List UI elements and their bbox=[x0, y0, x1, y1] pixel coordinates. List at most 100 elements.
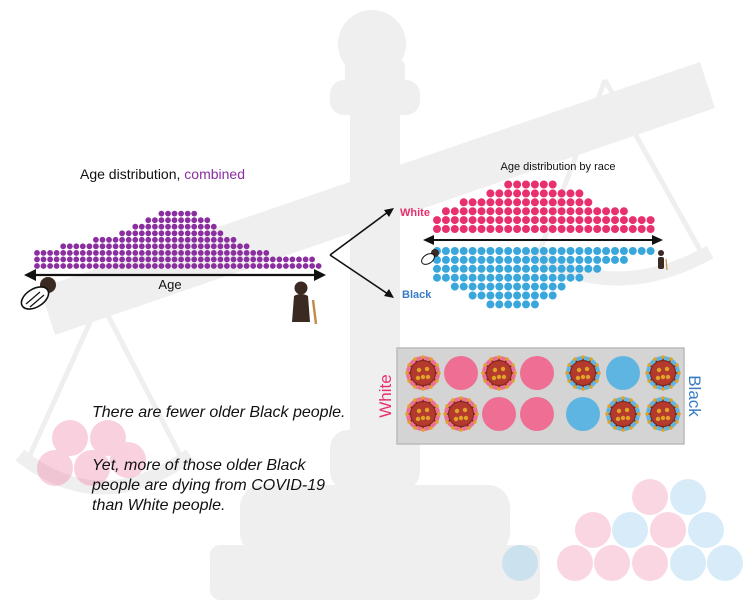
virus-icon bbox=[481, 355, 517, 391]
white-dot bbox=[557, 198, 566, 207]
white-dot bbox=[539, 180, 548, 189]
black-dot bbox=[504, 273, 513, 282]
combined-dot bbox=[165, 236, 171, 243]
combined-dot bbox=[178, 250, 185, 256]
black-dot bbox=[433, 255, 441, 264]
combined-dot bbox=[283, 256, 289, 263]
white-dot bbox=[628, 216, 637, 225]
black-dot bbox=[539, 255, 548, 264]
combined-dot bbox=[86, 250, 93, 256]
combined-dot bbox=[53, 263, 60, 269]
black-dot bbox=[504, 300, 513, 309]
combined-dot bbox=[191, 217, 198, 224]
white-dot bbox=[504, 180, 513, 189]
black-dot bbox=[495, 291, 504, 300]
white-dot bbox=[619, 207, 628, 216]
black-dot bbox=[584, 255, 593, 264]
message-text: There are fewer older Black people. Yet,… bbox=[91, 404, 345, 514]
combined-dot bbox=[237, 250, 243, 256]
combined-dot bbox=[99, 250, 106, 256]
black-dot bbox=[433, 264, 441, 273]
black-dot bbox=[575, 264, 584, 273]
combined-dot bbox=[93, 256, 99, 263]
combined-dot bbox=[79, 256, 86, 263]
combined-dot bbox=[158, 250, 165, 256]
black-dot bbox=[522, 255, 530, 264]
virus-icon bbox=[405, 355, 441, 391]
white-dot bbox=[539, 216, 548, 225]
combined-dot bbox=[86, 263, 93, 269]
white-dot bbox=[513, 216, 522, 225]
age-axis bbox=[24, 269, 326, 281]
combined-dot bbox=[60, 263, 67, 269]
combined-dot bbox=[158, 256, 165, 263]
combined-dot bbox=[191, 256, 198, 263]
black-dot bbox=[513, 264, 522, 273]
combined-dot bbox=[178, 210, 185, 217]
black-dot bbox=[441, 247, 450, 255]
combined-dot bbox=[289, 256, 296, 263]
combined-dot bbox=[152, 243, 158, 250]
combined-dot bbox=[165, 223, 171, 230]
white-dot bbox=[611, 216, 619, 225]
combined-dot bbox=[197, 256, 204, 263]
combined-dot bbox=[171, 217, 178, 224]
combined-dot bbox=[145, 256, 152, 263]
combined-dot bbox=[60, 243, 67, 250]
white-dot bbox=[584, 198, 593, 207]
combined-dot bbox=[210, 263, 217, 269]
white-dot bbox=[584, 216, 593, 225]
white-dot bbox=[611, 207, 619, 216]
white-dot bbox=[539, 225, 548, 233]
combined-dot bbox=[40, 250, 47, 256]
combined-dot bbox=[158, 243, 165, 250]
combined-dot bbox=[184, 263, 191, 269]
combined-dot bbox=[40, 263, 47, 269]
white-dot bbox=[450, 216, 459, 225]
white-dot bbox=[593, 225, 602, 233]
combined-dot bbox=[152, 263, 158, 269]
combined-dot bbox=[191, 210, 198, 217]
combined-dot bbox=[145, 250, 152, 256]
combined-dot bbox=[204, 243, 211, 250]
white-dot bbox=[495, 225, 504, 233]
white-dot bbox=[548, 189, 557, 198]
white-dot bbox=[459, 225, 468, 233]
white-dot bbox=[602, 225, 611, 233]
white-dot bbox=[530, 207, 539, 216]
combined-dot bbox=[243, 256, 250, 263]
combined-dot bbox=[99, 243, 106, 250]
white-dot bbox=[522, 198, 530, 207]
black-dot bbox=[522, 264, 530, 273]
combined-dot bbox=[158, 236, 165, 243]
black-dot bbox=[441, 273, 450, 282]
combined-dot bbox=[158, 263, 165, 269]
white-dot bbox=[584, 207, 593, 216]
black-dot bbox=[468, 282, 477, 291]
black-dot bbox=[450, 273, 459, 282]
white-dot bbox=[450, 225, 459, 233]
combined-dot bbox=[191, 223, 198, 230]
white-dot bbox=[522, 180, 530, 189]
black-dot bbox=[602, 255, 611, 264]
black-dot bbox=[477, 282, 486, 291]
combined-dot bbox=[178, 263, 185, 269]
combined-dot bbox=[237, 263, 243, 269]
white-dot bbox=[441, 225, 450, 233]
combined-dot bbox=[197, 243, 204, 250]
combined-dot bbox=[99, 256, 106, 263]
black-dot bbox=[513, 273, 522, 282]
branch-arrows bbox=[329, 208, 394, 298]
combined-dot bbox=[256, 263, 263, 269]
black-dot bbox=[539, 264, 548, 273]
black-dot bbox=[530, 273, 539, 282]
combined-dot bbox=[184, 223, 191, 230]
combined-dot bbox=[256, 250, 263, 256]
combined-dot bbox=[165, 256, 171, 263]
combined-dot bbox=[79, 263, 86, 269]
combined-dot bbox=[217, 263, 224, 269]
combined-dot bbox=[125, 230, 132, 237]
combined-dot bbox=[112, 250, 119, 256]
combined-dot bbox=[309, 256, 315, 263]
comparison-white-label: White bbox=[376, 374, 395, 417]
